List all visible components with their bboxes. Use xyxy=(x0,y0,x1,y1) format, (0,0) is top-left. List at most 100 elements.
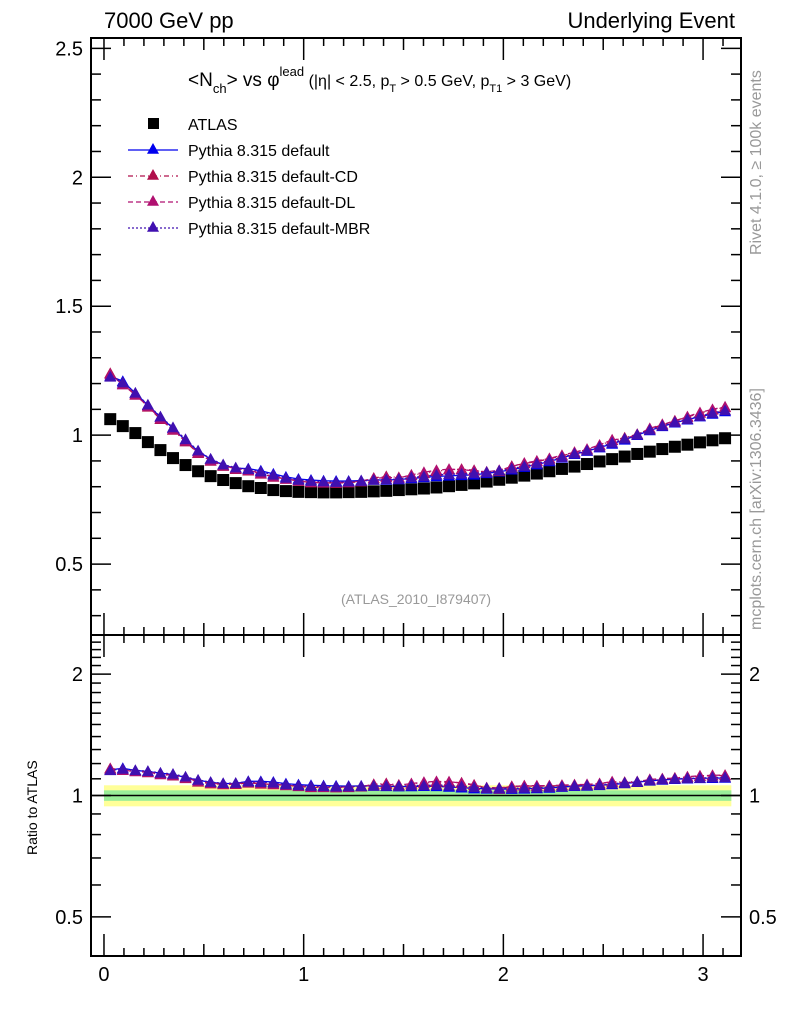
legend-marker-pythia-8-315-default-cd xyxy=(147,169,159,180)
pythia-8-315-default-mbr-ratio-point xyxy=(443,779,456,791)
title-pre: <N xyxy=(188,70,213,91)
pythia-8-315-default-mbr-ratio-point xyxy=(217,777,230,789)
pythia-8-315-default-mbr-ratio-point xyxy=(581,779,594,791)
atlas-data-point xyxy=(292,485,305,498)
atlas-data-point xyxy=(719,432,732,445)
header-left: 7000 GeV pp xyxy=(104,8,234,33)
pythia-8-315-default-mbr-point xyxy=(468,467,481,479)
x-tick-label: 0 xyxy=(98,964,109,986)
atlas-data-point xyxy=(480,475,493,488)
pythia-8-315-default-mbr-point xyxy=(367,474,380,485)
atlas-data-point xyxy=(493,473,506,486)
pythia-8-315-default-mbr-ratio-point xyxy=(530,781,543,793)
atlas-data-point xyxy=(242,480,255,493)
pythia-8-315-default-mbr-point xyxy=(242,463,255,474)
pythia-8-315-default-mbr-point xyxy=(204,452,217,464)
pythia-8-315-default-mbr-point xyxy=(543,454,556,466)
pythia-8-315-default-mbr-ratio-point xyxy=(468,781,481,793)
pythia-8-315-default-mbr-point xyxy=(392,472,405,484)
pythia-8-315-default-mbr-ratio-point xyxy=(417,779,430,791)
legend-label-pythia-8-315-default-mbr: Pythia 8.315 default-MBR xyxy=(188,221,370,238)
title-mid: > vs φ xyxy=(227,70,280,91)
atlas-data-point xyxy=(254,482,267,495)
ratio-y-tick-label-right: 2 xyxy=(749,664,760,686)
pythia-8-315-default-mbr-ratio-point xyxy=(480,781,493,793)
pythia-8-315-default-mbr-ratio-point xyxy=(543,781,556,792)
pythia-8-315-default-mbr-ratio-point xyxy=(242,775,255,787)
atlas-data-point xyxy=(643,445,656,458)
pythia-8-315-default-mbr-ratio-point xyxy=(179,770,192,782)
legend: ATLAS Pythia 8.315 default Pythia 8.315 de… xyxy=(128,117,370,238)
y-tick-label: 2 xyxy=(72,167,83,189)
legend-label-pythia-8-315-default-dl: Pythia 8.315 default-DL xyxy=(188,195,355,212)
x-tick-label: 2 xyxy=(498,964,509,986)
pythia-8-315-default-mbr-ratio-point xyxy=(719,771,732,783)
legend-label-atlas: ATLAS xyxy=(188,117,238,134)
pythia-8-315-default-mbr-point xyxy=(380,473,393,485)
pythia-8-315-default-mbr-ratio-point xyxy=(631,775,644,787)
pythia-8-315-default-mbr-point xyxy=(530,457,543,469)
pythia-8-315-default-mbr-point xyxy=(267,468,280,480)
atlas-data-point xyxy=(141,436,154,449)
atlas-data-point xyxy=(330,486,343,499)
atlas-data-point xyxy=(606,453,619,466)
atlas-data-point xyxy=(656,443,669,456)
pythia-8-315-default-mbr-point xyxy=(631,428,644,440)
pythia-8-315-default-mbr-ratio-point xyxy=(505,782,518,794)
pythia-8-315-default-mbr-ratio-point xyxy=(455,780,468,792)
pythia-8-315-default-mbr-point xyxy=(217,458,230,470)
x-tick-label: 1 xyxy=(298,964,309,986)
atlas-data-point xyxy=(430,481,443,494)
atlas-data-point xyxy=(555,462,568,475)
atlas-data-point xyxy=(192,465,205,478)
pythia-8-315-default-mbr-ratio-point xyxy=(292,779,305,791)
y-tick-label: 0.5 xyxy=(55,554,83,576)
pythia-8-315-default-mbr-ratio-point xyxy=(392,780,405,791)
atlas-data-point xyxy=(104,413,117,426)
atlas-data-point xyxy=(217,474,230,487)
header-right: Underlying Event xyxy=(567,8,735,33)
atlas-data-point xyxy=(568,460,581,473)
legend-marker-pythia-8-315-default-dl xyxy=(147,195,159,206)
atlas-data-point xyxy=(543,465,556,478)
ratio-panel: 0 1 2 3 0.5 0.5 1 1 2 2 xyxy=(55,634,777,986)
ratio-ylabel: Ratio to ATLAS xyxy=(24,760,40,855)
pythia-8-315-default-mbr-ratio-point xyxy=(518,781,531,793)
pythia-8-315-default-mbr-point xyxy=(555,451,568,463)
pythia-8-315-default-mbr-point xyxy=(505,462,518,474)
pythia-8-315-default-mbr-point xyxy=(493,464,506,476)
legend-label-pythia-8-315-default-cd: Pythia 8.315 default-CD xyxy=(188,169,358,186)
atlas-data-point xyxy=(342,486,355,499)
pythia-8-315-default-mbr-ratio-point xyxy=(279,778,292,790)
pythia-8-315-default-mbr-point xyxy=(593,441,606,452)
pythia-8-315-default-mbr-point xyxy=(355,475,368,486)
pythia-8-315-default-mbr-ratio-point xyxy=(606,777,619,789)
pythia-8-315-default-mbr-point xyxy=(668,416,681,428)
legend-marker-atlas xyxy=(148,118,159,129)
atlas-data-point xyxy=(179,459,192,472)
pythia-8-315-default-mbr-ratio-point xyxy=(192,773,205,785)
pythia-8-315-default-mbr-ratio-point xyxy=(656,773,669,785)
atlas-data-point xyxy=(279,485,292,498)
pythia-8-315-default-mbr-ratio-line xyxy=(110,768,726,789)
pythia-8-315-default-mbr-ratio-point xyxy=(166,767,179,779)
atlas-data-point xyxy=(154,444,167,457)
pythia-8-315-default-mbr-point xyxy=(229,461,242,473)
pythia-8-315-default-mbr-ratio-point xyxy=(267,776,280,788)
atlas-data-point xyxy=(367,485,380,498)
atlas-data-point xyxy=(505,471,518,484)
pythia-8-315-default-mbr-point xyxy=(568,447,581,459)
pythia-8-315-default-mbr-point xyxy=(292,474,305,485)
title-cuts-c: > 3 GeV) xyxy=(502,73,571,90)
pythia-8-315-default-mbr-point xyxy=(330,476,343,487)
mcplots-credit-text: mcplots.cern.ch [arXiv:1306.3436] xyxy=(748,388,765,630)
atlas-data-point xyxy=(355,485,368,498)
atlas-data-point xyxy=(116,420,129,433)
analysis-id-watermark: (ATLAS_2010_I879407) xyxy=(341,591,491,607)
atlas-data-point xyxy=(267,484,280,497)
pythia-8-315-default-mbr-point xyxy=(706,406,719,418)
pythia-8-315-default-mbr-ratio-point xyxy=(693,772,706,783)
pythia-8-315-default-mbr-ratio-point xyxy=(204,776,217,787)
y-tick-label: 1 xyxy=(72,425,83,447)
